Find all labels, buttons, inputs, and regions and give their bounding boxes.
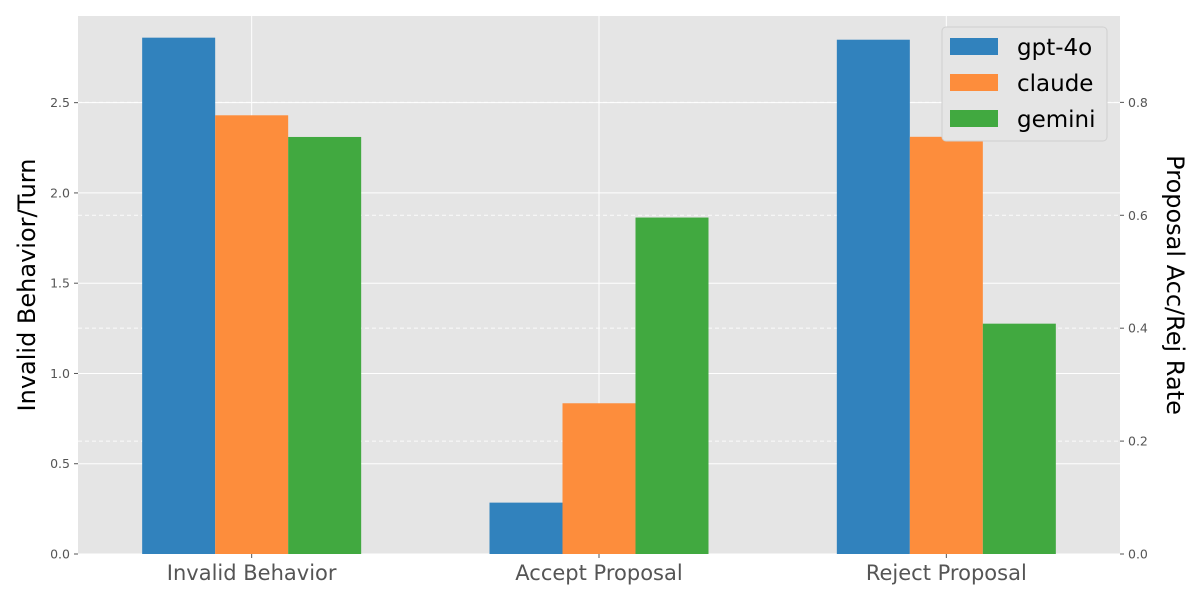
bar-gpt-4o bbox=[836, 39, 910, 554]
right-y-axis: 0.0 0.2 0.4 0.6 0.8 bbox=[1120, 95, 1148, 562]
category-label: Invalid Behavior bbox=[167, 561, 337, 585]
left-tick-label: 2.5 bbox=[50, 95, 70, 110]
bar-gemini bbox=[982, 323, 1056, 554]
left-tick-label: 0.5 bbox=[50, 456, 70, 471]
legend: gpt-4o claude gemini bbox=[941, 26, 1108, 142]
left-y-axis: 0.0 0.5 1.0 1.5 2.0 2.5 bbox=[50, 95, 78, 562]
right-axis-title: Proposal Acc/Rej Rate bbox=[1161, 155, 1189, 415]
legend-label: gpt-4o bbox=[1017, 35, 1092, 61]
legend-swatch bbox=[950, 38, 998, 55]
legend-swatch bbox=[950, 110, 998, 127]
x-axis: Invalid Behavior Accept Proposal Reject Pr… bbox=[167, 554, 1027, 585]
right-tick-label: 0.8 bbox=[1128, 95, 1148, 110]
left-axis-title: Invalid Behavior/Turn bbox=[13, 159, 41, 412]
right-tick-label: 0.0 bbox=[1128, 547, 1148, 562]
bar-claude bbox=[909, 136, 983, 555]
legend-label: claude bbox=[1017, 71, 1093, 97]
left-tick-label: 0.0 bbox=[50, 547, 70, 562]
right-tick-label: 0.6 bbox=[1128, 208, 1148, 223]
right-tick-label: 0.2 bbox=[1128, 434, 1148, 449]
bar-gpt-4o bbox=[142, 37, 216, 554]
category-label: Accept Proposal bbox=[515, 561, 682, 585]
left-tick-label: 1.5 bbox=[50, 276, 70, 291]
bars bbox=[142, 37, 1056, 555]
legend-label: gemini bbox=[1017, 107, 1096, 133]
right-tick-label: 0.4 bbox=[1128, 321, 1148, 336]
bar-gpt-4o bbox=[489, 502, 563, 554]
left-tick-label: 1.0 bbox=[50, 366, 70, 381]
bar-gemini bbox=[288, 136, 362, 555]
bar-gemini bbox=[635, 217, 709, 554]
category-label: Reject Proposal bbox=[866, 561, 1027, 585]
legend-swatch bbox=[950, 74, 998, 91]
left-tick-label: 2.0 bbox=[50, 185, 70, 200]
bar-claude bbox=[215, 115, 289, 555]
bar-claude bbox=[562, 403, 636, 554]
